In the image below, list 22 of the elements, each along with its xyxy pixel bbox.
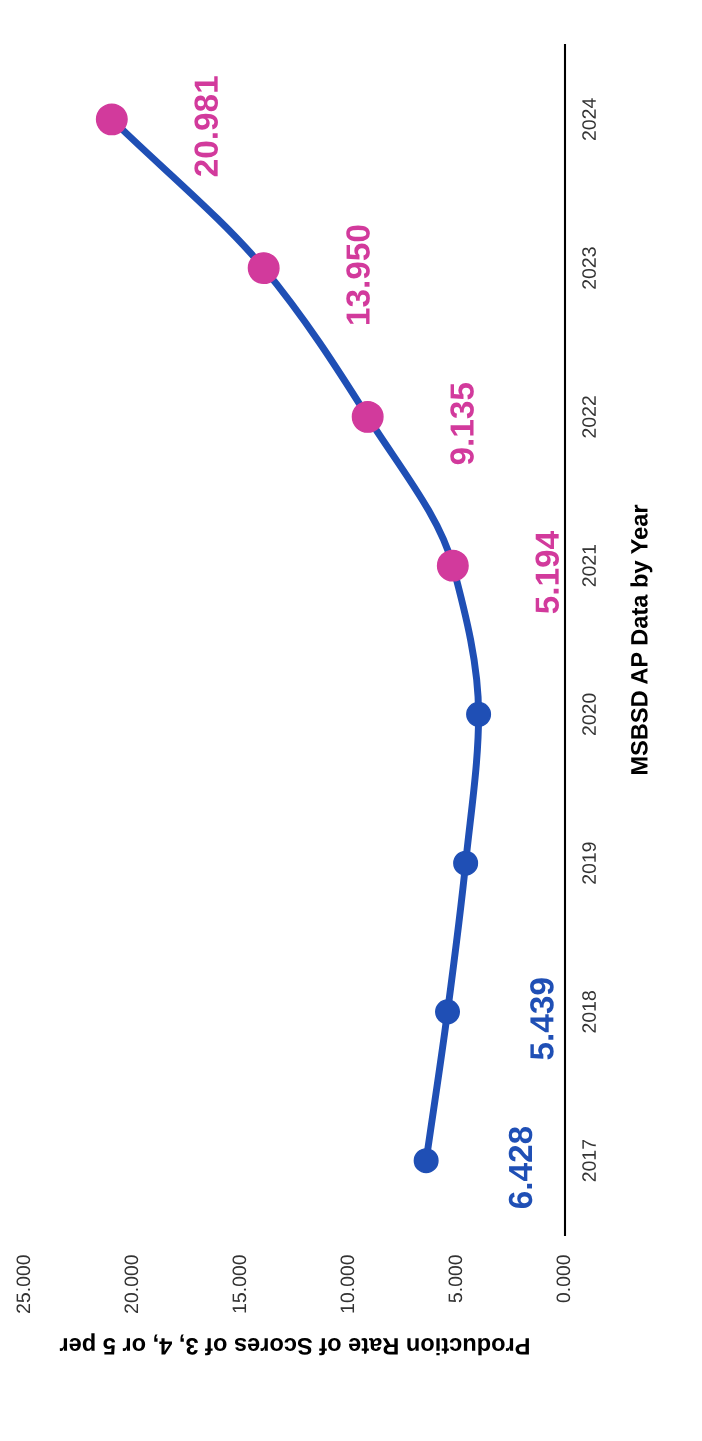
y-tick-label: 2020 (582, 693, 596, 736)
data-label: 5.439 (530, 978, 554, 1060)
x-tick-label: 20.000 (124, 1255, 139, 1313)
y-tick-label: 2019 (582, 842, 596, 884)
x-tick-label: 0.000 (556, 1255, 571, 1303)
y-axis-title: MSBSD AP Data by Year (630, 504, 653, 775)
x-tick-label: 10.000 (340, 1255, 355, 1313)
y-tick-label: 2018 (582, 991, 596, 1033)
y-tick-label: 2021 (582, 544, 596, 587)
x-tick-label: 25.000 (16, 1255, 31, 1313)
data-label: 13.950 (346, 225, 370, 324)
data-label: 6.428 (508, 1126, 533, 1209)
y-tick-label: 2022 (582, 396, 596, 438)
x-axis-title: Production Rate of Scores of 3, 4, or 5 per (59, 1333, 529, 1356)
data-label: 5.194 (535, 531, 559, 614)
y-tick-label: 2023 (582, 247, 596, 289)
data-label: 9.135 (450, 383, 474, 465)
x-tick-label: 15.000 (232, 1255, 247, 1313)
x-tick-label: 5.000 (448, 1255, 463, 1303)
y-tick-label: 2024 (582, 98, 596, 141)
y-tick-label: 2017 (582, 1139, 596, 1182)
data-label: 20.981 (194, 76, 218, 177)
